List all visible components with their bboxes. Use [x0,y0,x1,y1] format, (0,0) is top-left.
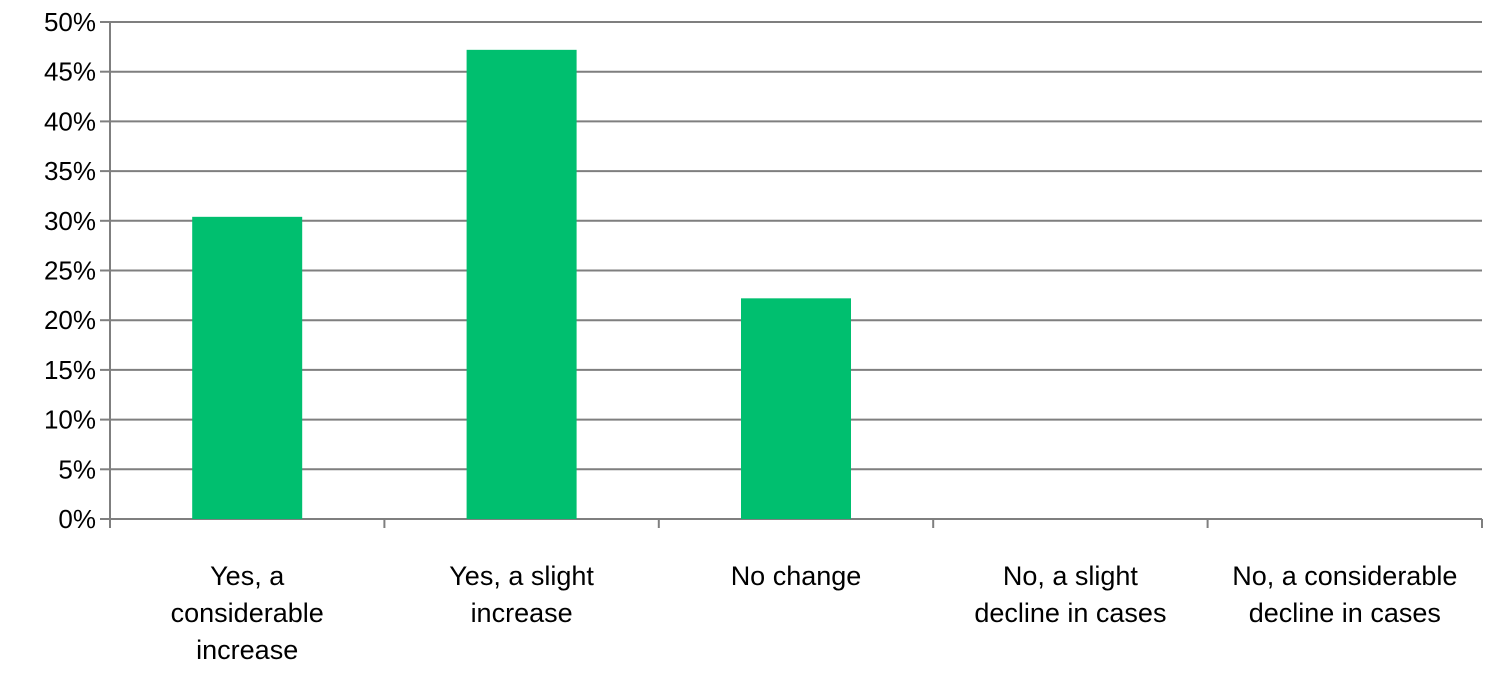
bar-2 [741,298,851,519]
y-tick-label: 35% [44,156,96,186]
x-category-label-line: No, a slight [1003,561,1139,591]
x-category-label: No change [731,561,862,591]
y-tick-labels: 0% 5% 10% 15% 20% 25% 30% 35% 40% 45% 50% [44,7,96,534]
bar-0 [192,216,303,519]
x-category-label-line: increase [196,635,298,665]
bar-1 [466,49,577,519]
x-category-label-line: Yes, a slight [449,561,594,591]
y-tick-label: 10% [44,405,96,435]
x-category-label: Yes, a considerable increase [171,561,324,665]
gridlines [110,21,1482,471]
x-tick-labels: Yes, a considerable increase Yes, a slight i… [171,561,1458,665]
y-tick-label: 15% [44,355,96,385]
y-tick-label: 45% [44,57,96,87]
y-tick-label: 25% [44,256,96,286]
y-tick-label: 0% [58,504,96,534]
y-tick-label: 5% [58,454,96,484]
x-category-label: No, a considerable decline in cases [1232,561,1457,628]
y-tick-label: 30% [44,206,96,236]
x-category-label-line: considerable [171,598,324,628]
x-category-label-line: increase [471,598,573,628]
x-category-label-line: No change [731,561,862,591]
x-category-label: No, a slight decline in cases [974,561,1166,628]
x-category-label-line: No, a considerable [1232,561,1457,591]
y-tick-label: 50% [44,7,96,37]
x-category-label-line: decline in cases [1249,598,1441,628]
y-tick-label: 40% [44,106,96,136]
y-tick-label: 20% [44,305,96,335]
bars [192,49,851,519]
x-category-label-line: Yes, a [210,561,285,591]
x-category-label: Yes, a slight increase [449,561,594,628]
x-category-label-line: decline in cases [974,598,1166,628]
